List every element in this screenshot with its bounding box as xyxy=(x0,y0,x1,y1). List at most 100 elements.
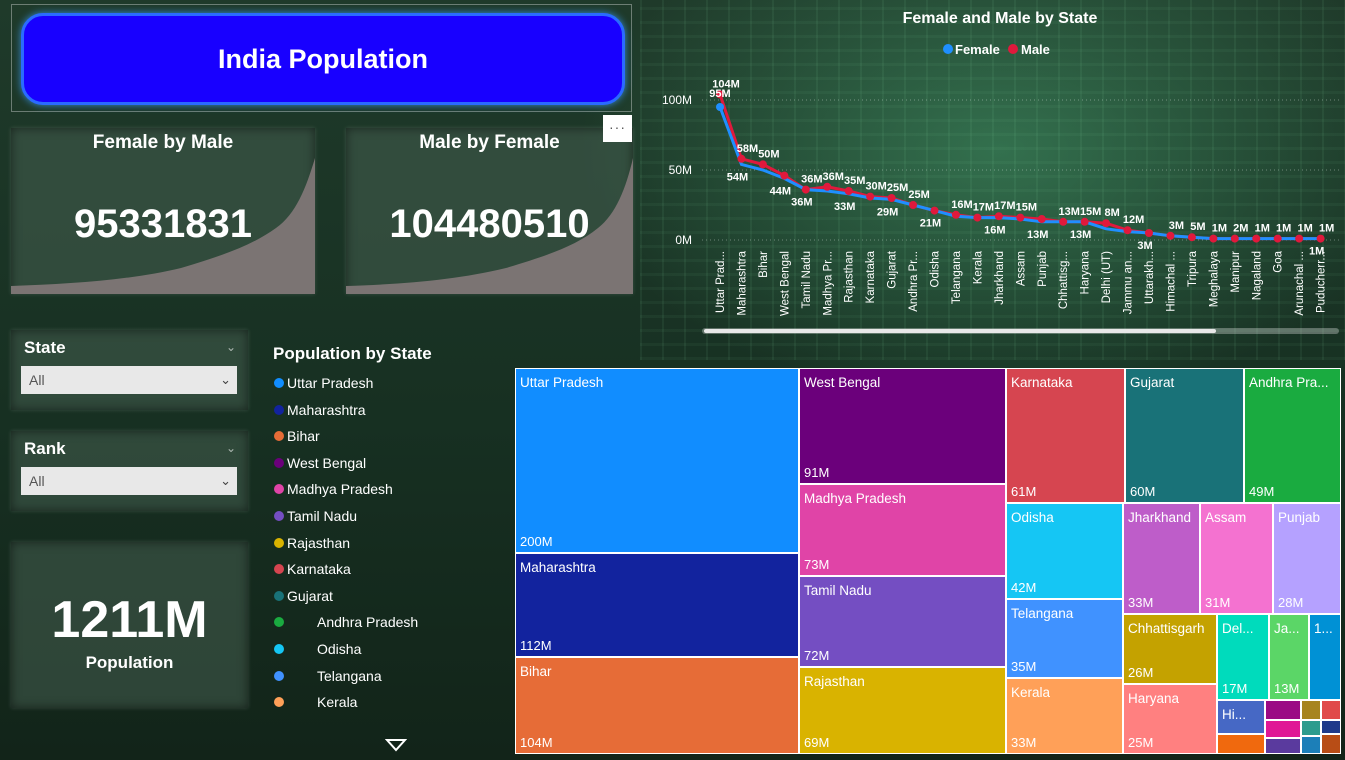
treemap-cell[interactable]: Odisha 42M xyxy=(1006,503,1123,599)
male-data-label: 1M xyxy=(1276,223,1291,235)
male-data-label: 1M xyxy=(1255,223,1270,235)
treemap-label: Haryana xyxy=(1128,691,1180,706)
treemap-cell[interactable]: West Bengal 91M xyxy=(799,368,1006,484)
rank-dropdown[interactable]: All ⌄ xyxy=(21,467,237,495)
treemap-cell-small[interactable] xyxy=(1321,734,1341,754)
treemap-cell[interactable]: Uttar Pradesh 200M xyxy=(515,368,799,553)
treemap-cell[interactable]: Assam 31M xyxy=(1200,503,1273,614)
x-tick-label: Uttarakh... xyxy=(1144,251,1156,304)
population-card: 1211M Population xyxy=(11,542,248,708)
treemap-cell[interactable]: Ja... 13M xyxy=(1269,614,1309,700)
legend-item[interactable]: Uttar Pradesh xyxy=(273,374,503,401)
female-data-label: 13M xyxy=(1070,229,1091,241)
legend-dot-icon xyxy=(274,590,284,601)
x-tick-label: Nagaland xyxy=(1251,251,1263,300)
treemap-cell-small[interactable] xyxy=(1265,720,1301,738)
treemap-cell[interactable]: Madhya Pradesh 73M xyxy=(799,484,1006,576)
female-data-label: 13M xyxy=(1027,229,1048,241)
sparkline xyxy=(11,158,315,294)
chevron-down-icon[interactable]: ⌄ xyxy=(225,441,236,455)
legend-item[interactable]: Kerala xyxy=(273,693,503,720)
treemap-label: Madhya Pradesh xyxy=(804,491,907,506)
treemap-cell[interactable]: Telangana 35M xyxy=(1006,599,1123,678)
male-point xyxy=(887,194,896,202)
legend-item[interactable]: West Bengal xyxy=(273,454,503,481)
legend-item[interactable]: Andhra Pradesh xyxy=(273,613,503,640)
treemap-cell[interactable]: Jharkhand 33M xyxy=(1123,503,1200,614)
x-tick-label: Punjab xyxy=(1037,251,1049,287)
state-dropdown[interactable]: All ⌄ xyxy=(21,366,237,394)
treemap-cell[interactable]: Gujarat 60M xyxy=(1125,368,1244,503)
x-tick-label: Himachal ... xyxy=(1165,251,1177,312)
treemap-cell-small[interactable] xyxy=(1301,700,1321,720)
treemap-cell[interactable]: Andhra Pra... 49M xyxy=(1244,368,1341,503)
treemap-cell-small[interactable] xyxy=(1321,720,1341,734)
more-options-button[interactable]: ··· xyxy=(603,115,632,142)
treemap-cell[interactable]: Del... 17M xyxy=(1217,614,1269,700)
treemap-cell[interactable]: Kerala 33M xyxy=(1006,678,1123,754)
legend-item[interactable]: Tamil Nadu xyxy=(273,507,503,534)
treemap-cell-small[interactable] xyxy=(1265,738,1301,754)
male-point xyxy=(844,187,853,195)
legend-item[interactable]: Gujarat xyxy=(273,587,503,614)
treemap-value: 73M xyxy=(804,557,830,572)
legend-label: Odisha xyxy=(317,640,362,657)
x-tick-label: Haryana xyxy=(1080,250,1092,294)
x-tick-label: Odisha xyxy=(930,250,942,287)
male-data-label: 30M xyxy=(865,181,886,193)
treemap-cell[interactable]: Punjab 28M xyxy=(1273,503,1341,614)
treemap-cell[interactable]: Hi... xyxy=(1217,700,1265,734)
male-data-label: 2M xyxy=(1233,223,1248,235)
legend-female-dot xyxy=(943,44,953,54)
legend-item[interactable]: Odisha xyxy=(273,640,503,667)
male-data-label: 12M xyxy=(1123,214,1144,226)
legend-item[interactable]: Karnataka xyxy=(273,560,503,587)
page-title[interactable]: India Population xyxy=(21,13,625,105)
x-tick-label: Tamil Nadu xyxy=(801,251,813,309)
legend-female-label: Female xyxy=(955,42,1000,57)
legend-male-dot xyxy=(1008,44,1018,54)
male-point xyxy=(1145,229,1153,237)
treemap-value: 33M xyxy=(1011,735,1037,750)
treemap-label: Karnataka xyxy=(1011,375,1073,390)
treemap-cell-small[interactable] xyxy=(1321,700,1341,720)
treemap-cell[interactable]: Maharashtra 112M xyxy=(515,553,799,657)
legend-item[interactable]: Maharashtra xyxy=(273,401,503,428)
treemap-label: Punjab xyxy=(1278,510,1321,525)
treemap-value: 112M xyxy=(520,638,552,653)
treemap-cell-small[interactable] xyxy=(1301,720,1321,736)
treemap-label: 1... xyxy=(1314,621,1333,636)
treemap-cell[interactable]: 1... xyxy=(1309,614,1341,700)
male-data-label: 17M xyxy=(973,202,994,214)
legend-item[interactable]: Rajasthan xyxy=(273,534,503,561)
x-tick-label: Rajasthan xyxy=(844,251,856,303)
female-data-label: 54M xyxy=(727,171,748,183)
male-point xyxy=(1016,213,1025,222)
treemap-value: 26M xyxy=(1128,665,1154,680)
treemap-cell[interactable]: Chhattisgarh 26M xyxy=(1123,614,1217,684)
chevron-down-icon[interactable]: ⌄ xyxy=(225,340,236,354)
treemap-cell[interactable]: Haryana 25M xyxy=(1123,684,1217,754)
treemap-cell[interactable]: Rajasthan 69M xyxy=(799,667,1006,754)
legend-item[interactable]: Telangana xyxy=(273,667,503,694)
legend-item[interactable]: Bihar xyxy=(273,427,503,454)
scroll-down-icon[interactable] xyxy=(385,738,407,754)
treemap-cell[interactable]: Karnataka 61M xyxy=(1006,368,1125,503)
chart-scrollbar-thumb[interactable] xyxy=(704,329,1216,333)
x-tick-label: Maharashtra xyxy=(736,250,748,315)
male-data-label: 58M xyxy=(737,143,758,155)
treemap-cell-small[interactable] xyxy=(1301,736,1321,754)
legend-item[interactable]: Madhya Pradesh xyxy=(273,480,503,507)
x-tick-label: Meghalaya xyxy=(1208,250,1220,307)
legend-title: Population by State xyxy=(273,344,432,363)
legend-dot-icon xyxy=(274,564,284,575)
legend-dot-icon xyxy=(274,431,284,442)
treemap-label: Kerala xyxy=(1011,685,1051,700)
treemap-cell-small[interactable] xyxy=(1265,700,1301,720)
population-value: 1211M xyxy=(51,591,208,649)
treemap-cell[interactable]: Bihar 104M xyxy=(515,657,799,754)
male-point xyxy=(780,171,789,180)
treemap-cell[interactable]: Tamil Nadu 72M xyxy=(799,576,1006,667)
treemap-value: 200M xyxy=(520,534,553,549)
treemap-cell-small[interactable] xyxy=(1217,734,1265,754)
